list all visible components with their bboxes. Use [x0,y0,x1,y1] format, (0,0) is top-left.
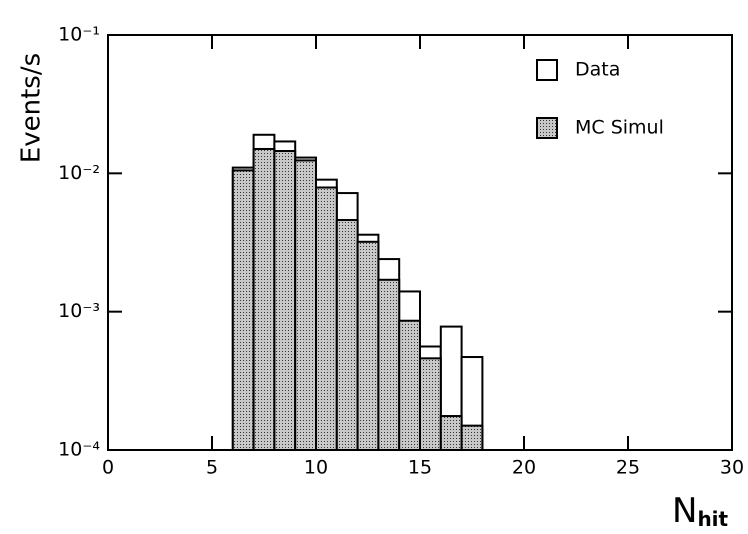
histogram-bar [335,218,359,451]
histogram-bar [398,319,422,452]
legend-swatch [536,59,558,81]
x-tick-label: 20 [512,457,536,479]
y-axis-label: Events/s [17,53,47,163]
x-tick-label: 30 [720,457,744,479]
legend-label: MC Simul [575,117,664,139]
y-tick-label: 10⁻⁴ [58,439,100,461]
x-tick-label: 5 [206,457,218,479]
y-tick-label: 10⁻² [58,162,100,184]
x-tick-label: 15 [408,457,432,479]
x-tick-label: 25 [616,457,640,479]
x-axis-label-main: N [672,491,697,531]
legend-swatch [536,117,558,139]
histogram-bar [460,424,484,452]
y-tick-label: 10⁻¹ [58,24,100,46]
histogram-bar [439,415,463,451]
x-axis-label-sub: hit [697,507,728,531]
legend-label: Data [575,59,620,81]
y-tick-label: 10⁻³ [58,300,100,322]
histogram-bar [315,186,338,451]
histogram-bar [419,357,442,452]
histogram-bar [377,278,401,451]
histogram-bar [356,240,380,451]
x-tick-label: 10 [304,457,328,479]
histogram-bar [273,150,297,451]
histogram-bar [294,159,318,451]
histogram-bar [231,169,255,451]
histogram-bar [252,147,276,452]
x-tick-label: 0 [102,457,114,479]
x-axis-label: Nhit [672,491,729,531]
